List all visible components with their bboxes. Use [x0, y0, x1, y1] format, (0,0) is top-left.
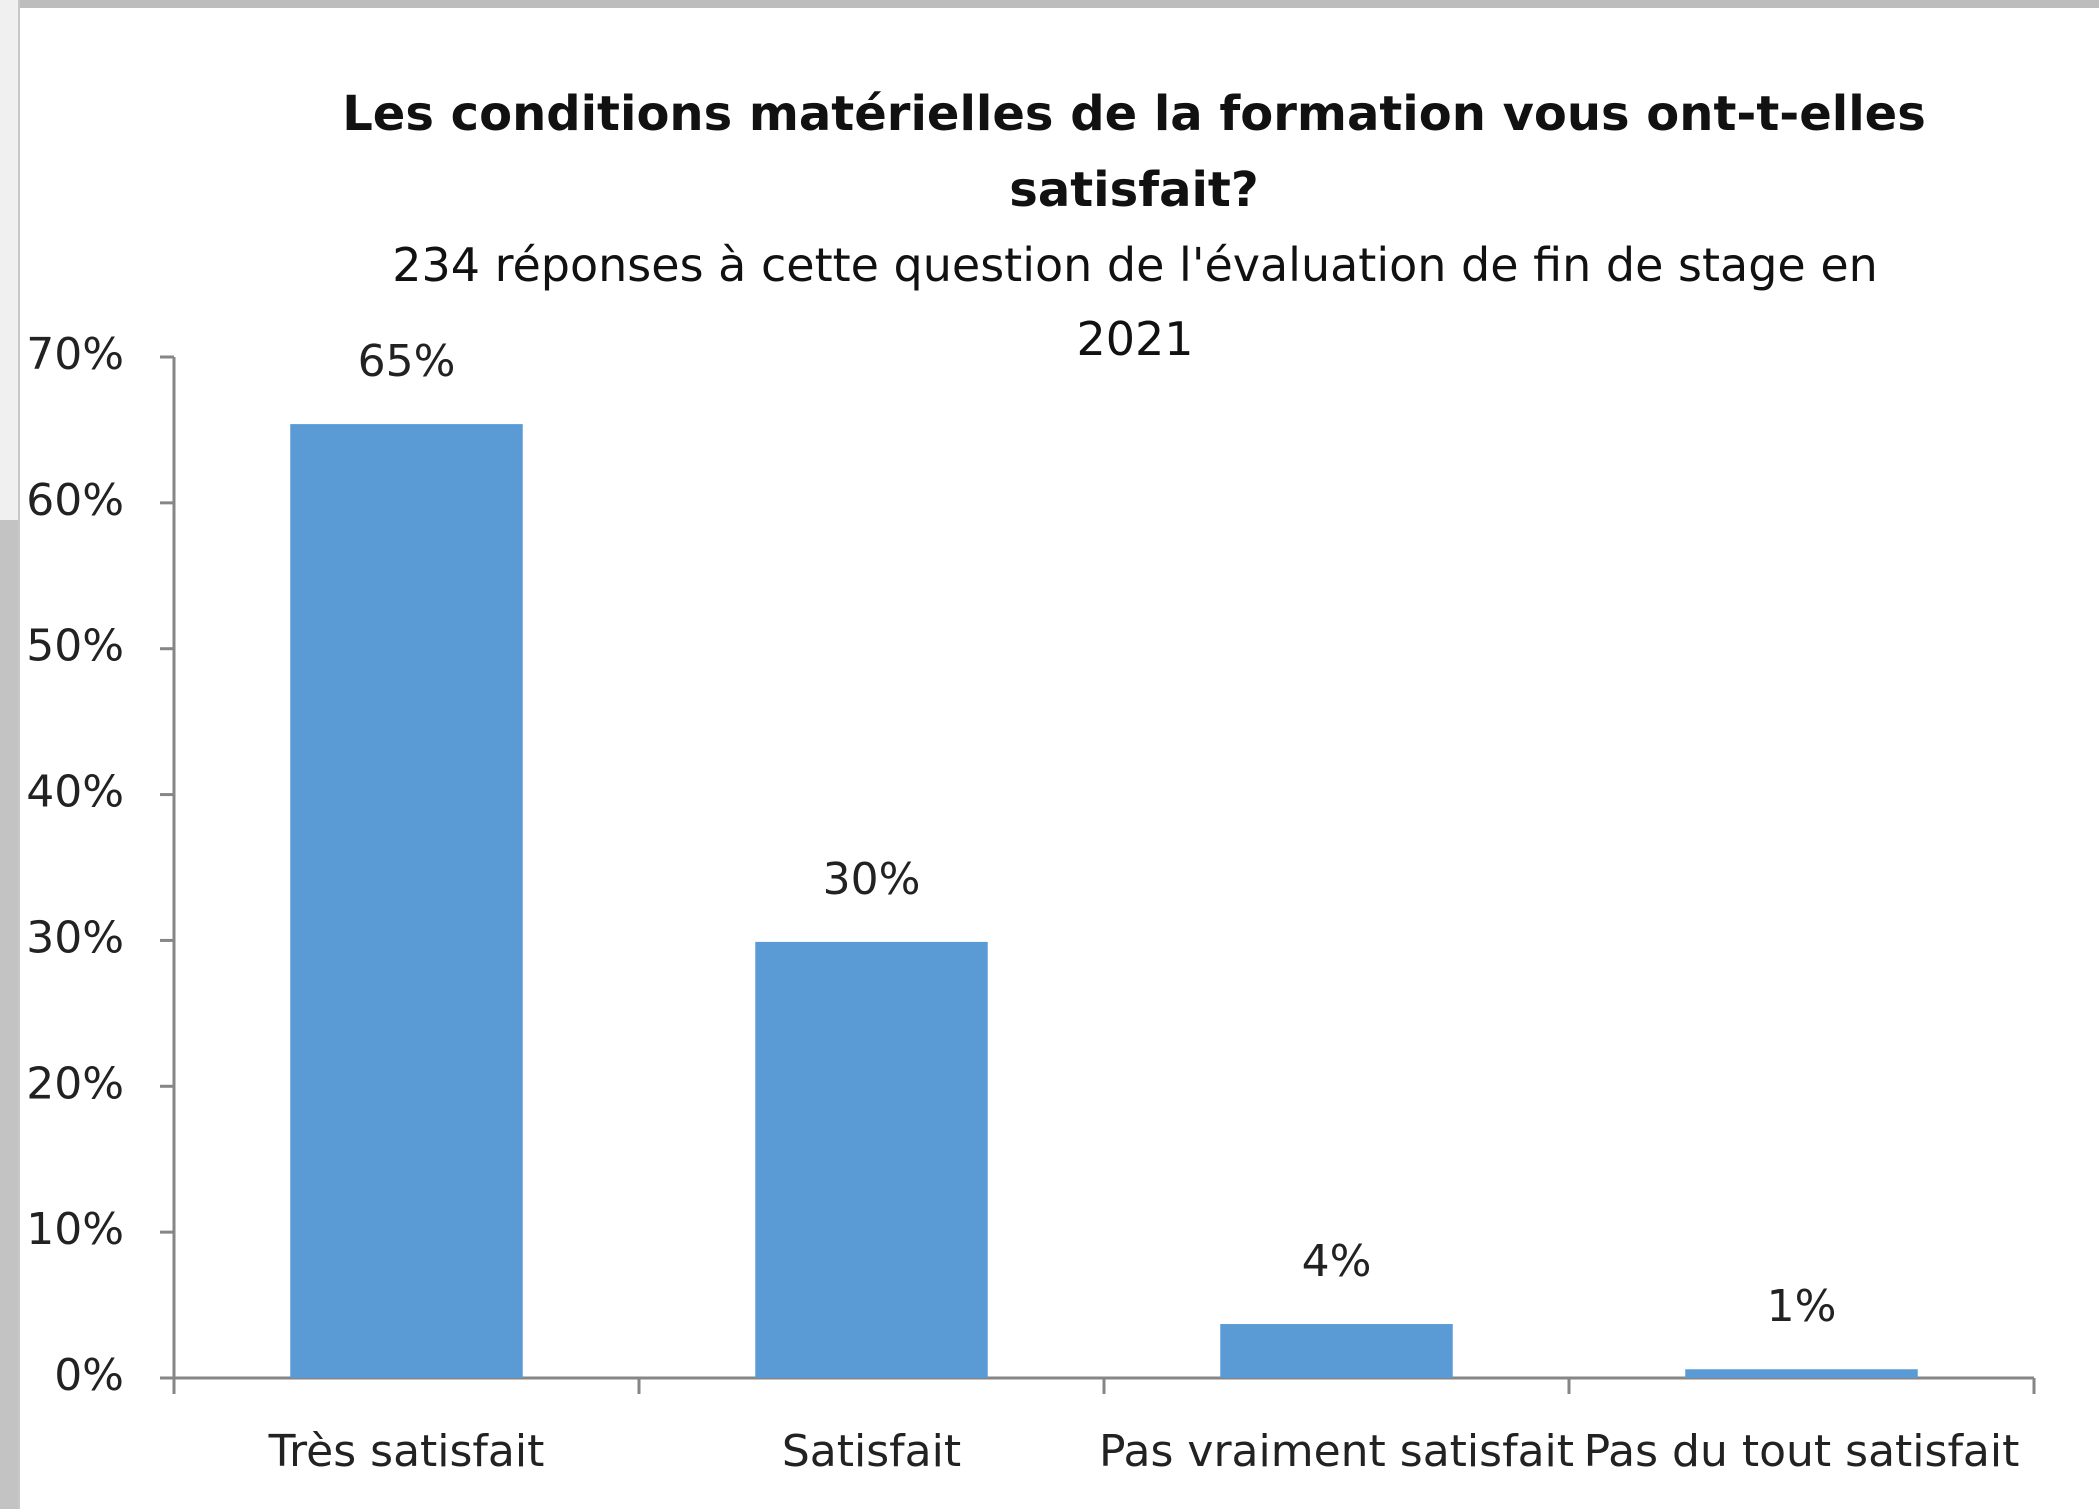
bar	[755, 941, 988, 1378]
bar	[1220, 1324, 1453, 1378]
scrollbar	[0, 520, 18, 1509]
chart-title: Les conditions matérielles de la formati…	[342, 86, 1926, 218]
y-tick-label: 50%	[26, 621, 124, 672]
data-label: 1%	[1767, 1281, 1837, 1332]
data-label: 65%	[358, 336, 456, 387]
y-tick-label: 20%	[26, 1058, 124, 1109]
y-tick-label: 0%	[54, 1350, 124, 1401]
x-tick-label: Pas vraiment satisfait	[1099, 1426, 1574, 1477]
chart-subtitle: 234 réponses à cette question de l'évalu…	[392, 238, 1878, 366]
y-tick-label: 60%	[26, 475, 124, 526]
frame-edge	[0, 0, 2099, 8]
x-tick-label: Satisfait	[782, 1426, 961, 1477]
y-tick-label: 30%	[26, 912, 124, 963]
y-tick-label: 40%	[26, 767, 124, 818]
data-label: 4%	[1302, 1236, 1372, 1287]
y-tick-label: 70%	[26, 329, 124, 380]
bar	[290, 424, 523, 1378]
x-tick-label: Très satisfait	[268, 1426, 545, 1477]
y-tick-label: 10%	[26, 1204, 124, 1255]
bar	[1685, 1369, 1918, 1378]
x-tick-label: Pas du tout satisfait	[1584, 1426, 2020, 1477]
data-label: 30%	[823, 854, 921, 905]
